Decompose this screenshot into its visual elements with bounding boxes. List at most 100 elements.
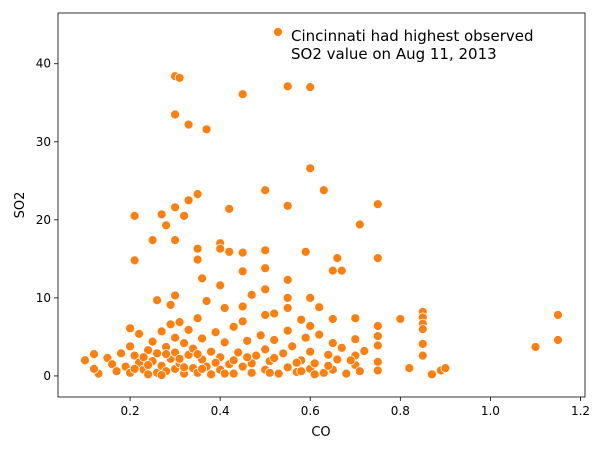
data-point [427, 370, 436, 379]
data-point [301, 333, 310, 342]
data-point [297, 315, 306, 324]
y-tick-label: 40 [36, 57, 51, 71]
data-point [360, 347, 369, 356]
data-point [130, 256, 139, 265]
data-point [373, 341, 382, 350]
y-axis-ticks: 010203040 [36, 57, 58, 383]
data-point [211, 358, 220, 367]
data-point [315, 330, 324, 339]
data-point [373, 357, 382, 366]
data-point [126, 324, 135, 333]
data-point [301, 247, 310, 256]
data-point [270, 354, 279, 363]
data-point [324, 350, 333, 359]
data-point [148, 236, 157, 245]
y-tick-label: 20 [36, 213, 51, 227]
data-point [355, 220, 364, 229]
data-point [373, 366, 382, 375]
data-point [418, 339, 427, 348]
y-tick-label: 0 [43, 369, 51, 383]
data-point [135, 329, 144, 338]
data-point [283, 326, 292, 335]
data-point [220, 338, 229, 347]
data-point [337, 343, 346, 352]
data-point [175, 73, 184, 82]
x-tick-label: 0.4 [211, 404, 230, 418]
data-point [229, 369, 238, 378]
data-point [81, 356, 90, 365]
legend-marker [274, 28, 283, 37]
data-point [193, 314, 202, 323]
data-point [270, 336, 279, 345]
x-tick-label: 0.8 [391, 404, 410, 418]
x-tick-label: 1.0 [481, 404, 500, 418]
data-point [346, 356, 355, 365]
data-point [175, 354, 184, 363]
data-point [333, 355, 342, 364]
data-point [373, 322, 382, 331]
data-point [126, 342, 135, 351]
legend-text-line: Cincinnati had highest observed [291, 27, 534, 45]
data-point [90, 364, 99, 373]
data-point [157, 210, 166, 219]
data-point [351, 314, 360, 323]
data-point [261, 345, 270, 354]
data-point [373, 332, 382, 341]
data-point [274, 369, 283, 378]
data-point [202, 125, 211, 134]
data-point [265, 368, 274, 377]
data-point [238, 302, 247, 311]
data-point [283, 275, 292, 284]
data-point [180, 363, 189, 372]
data-point [238, 90, 247, 99]
x-tick-label: 1.2 [571, 404, 590, 418]
data-point [171, 236, 180, 245]
data-point [310, 370, 319, 379]
data-point [373, 254, 382, 263]
y-axis-label: SO2 [13, 192, 28, 219]
data-point [243, 336, 252, 345]
data-point [270, 309, 279, 318]
data-point [130, 211, 139, 220]
data-point [225, 247, 234, 256]
data-point [211, 328, 220, 337]
data-point [193, 255, 202, 264]
data-point [261, 246, 270, 255]
data-point [193, 350, 202, 359]
data-point [319, 186, 328, 195]
data-point [283, 201, 292, 210]
data-point [238, 248, 247, 257]
data-point [373, 200, 382, 209]
data-point [405, 364, 414, 373]
data-point [355, 367, 364, 376]
data-point [297, 367, 306, 376]
data-point [175, 318, 184, 327]
data-point [418, 351, 427, 360]
data-point [193, 244, 202, 253]
data-point [162, 221, 171, 230]
data-point [531, 343, 540, 352]
data-point [153, 296, 162, 305]
data-point [441, 364, 450, 373]
data-point [283, 293, 292, 302]
data-point [157, 327, 166, 336]
data-point [144, 361, 153, 370]
data-point [153, 349, 162, 358]
data-point [306, 164, 315, 173]
data-point [171, 203, 180, 212]
data-point [157, 371, 166, 380]
data-point [396, 315, 405, 324]
data-point [90, 350, 99, 359]
data-point [238, 267, 247, 276]
data-point [351, 335, 360, 344]
data-point [220, 369, 229, 378]
data-point [283, 304, 292, 313]
data-point [328, 266, 337, 275]
x-tick-label: 0.6 [301, 404, 320, 418]
data-point [256, 331, 265, 340]
data-point [310, 359, 319, 368]
data-point [198, 274, 207, 283]
data-point [261, 311, 270, 320]
data-point [283, 82, 292, 91]
